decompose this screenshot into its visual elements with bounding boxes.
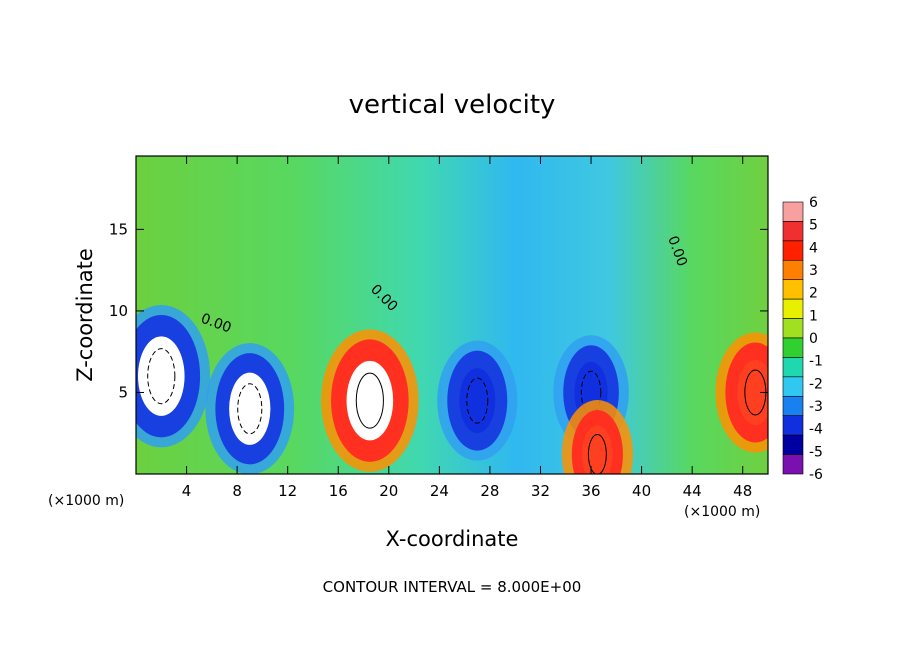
plot-area xyxy=(136,156,768,474)
x-tick-label: 32 xyxy=(531,482,550,500)
colorbar-swatch xyxy=(782,201,804,222)
x-axis-label: X-coordinate xyxy=(386,527,519,551)
colorbar-swatch xyxy=(782,434,804,455)
colorbar-swatch xyxy=(782,259,804,281)
colorbar-swatch xyxy=(782,318,804,339)
colorbar-swatch xyxy=(782,395,804,417)
colorbar-swatch xyxy=(782,337,804,358)
colorbar-swatch xyxy=(782,240,804,261)
velocity-cell-core xyxy=(229,372,271,445)
contour-line xyxy=(237,383,263,435)
y-tick-label: 15 xyxy=(109,220,128,238)
velocity-cell-core xyxy=(346,360,394,441)
colorbar-tick-label: 6 xyxy=(809,195,818,211)
colorbar-tick-label: -6 xyxy=(809,467,823,483)
colorbar-swatch xyxy=(782,454,804,475)
x-tick-label: 12 xyxy=(278,482,297,500)
colorbar-tick-label: 2 xyxy=(809,286,818,302)
y-tick-label: 10 xyxy=(109,302,128,320)
colorbar-tick-label: -1 xyxy=(809,354,823,370)
colorbar-swatch xyxy=(782,298,804,319)
y-tick-label: 5 xyxy=(118,383,128,401)
contour-line xyxy=(466,377,489,424)
colorbar-tick-label: 3 xyxy=(809,263,818,279)
velocity-cell-core xyxy=(737,359,768,425)
colorbar-swatch xyxy=(782,279,804,300)
x-unit-right: (×1000 m) xyxy=(684,504,760,520)
x-tick-label: 44 xyxy=(683,482,702,500)
contour-line xyxy=(355,372,384,429)
colorbar-swatch xyxy=(782,221,804,242)
colorbar-swatch xyxy=(782,415,804,436)
x-tick-label: 40 xyxy=(632,482,651,500)
x-tick-label: 24 xyxy=(430,482,449,500)
x-tick-label: 8 xyxy=(232,482,242,500)
colorbar-tick-label: -5 xyxy=(809,444,823,460)
colorbar-tick-label: 1 xyxy=(809,308,818,324)
velocity-cell-core xyxy=(582,425,613,474)
colorbar-tick-label: 4 xyxy=(809,240,818,256)
chart-title: vertical velocity xyxy=(349,90,556,120)
colorbar-tick-label: 0 xyxy=(809,331,818,347)
colorbar-swatch xyxy=(782,376,804,397)
x-tick-label: 20 xyxy=(379,482,398,500)
x-tick-label: 16 xyxy=(329,482,348,500)
colorbar-swatch xyxy=(782,357,804,378)
x-unit-left: (×1000 m) xyxy=(48,493,124,509)
velocity-cell-core xyxy=(138,336,185,416)
colorbar-tick-label: -3 xyxy=(809,399,823,415)
plot-frame xyxy=(135,155,769,475)
y-axis-label: Z-coordinate xyxy=(73,248,97,382)
x-tick-label: 48 xyxy=(733,482,752,500)
colorbar-tick-label: -2 xyxy=(809,376,823,392)
contour-line xyxy=(587,433,607,474)
x-tick-label: 4 xyxy=(182,482,192,500)
velocity-cell-core xyxy=(459,368,496,434)
contour-interval: CONTOUR INTERVAL = 8.000E+00 xyxy=(323,578,582,596)
colorbar: 6 5 4 3 2 1 0 -1 -2 -3 -4 -5 -6 xyxy=(782,195,823,483)
contour-line xyxy=(147,348,176,405)
x-tick-label: 28 xyxy=(480,482,499,500)
colorbar-tick-label: -4 xyxy=(809,422,823,438)
colorbar-tick-label: 5 xyxy=(809,218,818,234)
x-tick-label: 36 xyxy=(581,482,600,500)
